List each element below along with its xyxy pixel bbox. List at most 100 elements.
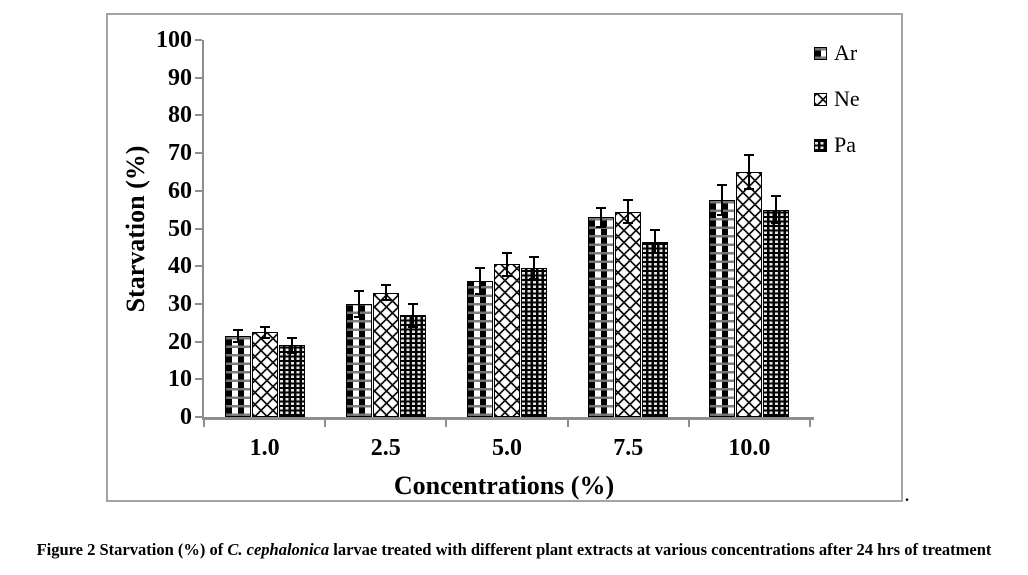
error-cap-bottom (380, 299, 391, 302)
legend-entry-ne: Ne (814, 87, 860, 111)
x-tick (687, 420, 690, 427)
error-cap-top (771, 195, 782, 198)
error-cap-top (650, 229, 661, 232)
legend-entry-ar: Ar (814, 41, 857, 65)
error-bar-ne (627, 200, 630, 223)
error-cap-bottom (771, 221, 782, 224)
legend-swatch-ne-pattern-icon (814, 92, 827, 106)
error-bar-ne (748, 154, 751, 189)
error-cap-bottom (475, 293, 485, 296)
error-cap-bottom (232, 340, 243, 343)
error-cap-top (596, 206, 607, 209)
bar-ne-5.0 (494, 264, 520, 417)
error-cap-top (380, 284, 391, 287)
bar-pa-2.5 (399, 315, 426, 417)
x-tick-label: 2.5 (370, 435, 401, 461)
x-axis-title: Concentrations (%) (393, 471, 615, 500)
bar-pa-5.0 (521, 268, 547, 417)
bar-pa-1.0 (278, 345, 305, 417)
error-cap-bottom (529, 278, 539, 281)
error-cap-top (407, 302, 418, 305)
error-bar-pa (533, 256, 535, 280)
legend-entry-pa: Pa (814, 133, 856, 157)
y-tick (195, 416, 202, 418)
x-tick (566, 420, 569, 427)
error-bar-ar (357, 290, 360, 318)
y-tick (195, 227, 202, 230)
error-bar-ne (384, 285, 387, 301)
y-tick (195, 152, 202, 155)
error-cap-bottom (353, 316, 364, 319)
stray-period-text: . (905, 488, 909, 505)
legend-label-pa: Pa (834, 132, 856, 157)
y-tick (195, 302, 202, 305)
error-cap-bottom (744, 187, 755, 190)
error-bar-ar (600, 207, 603, 227)
caption-suffix: larvae treated with different plant extr… (329, 540, 992, 559)
bar-ar-1.0 (224, 335, 251, 417)
x-axis-line (202, 417, 814, 420)
x-tick (324, 420, 327, 427)
y-tick-label: 100 (156, 27, 192, 53)
error-bar-pa (775, 196, 778, 223)
error-cap-bottom (286, 351, 297, 354)
x-tick (445, 420, 448, 427)
error-bar-pa (290, 337, 293, 353)
bar-ne-2.5 (372, 292, 399, 417)
error-cap-bottom (407, 325, 418, 328)
error-cap-top (717, 184, 728, 187)
legend-swatch-pa-pattern-icon (814, 138, 827, 152)
bar-ne-1.0 (251, 332, 278, 417)
y-tick (195, 378, 202, 381)
bar-ne-7.5 (615, 211, 642, 417)
bar-ar-5.0 (467, 281, 493, 417)
chart-frame: Starvation (%) Concentrations (%) 0 10 20 3… (106, 13, 903, 502)
bar-ar-10.0 (709, 200, 736, 417)
error-cap-top (502, 252, 512, 254)
bar-pa-10.0 (763, 209, 790, 417)
y-tick (195, 76, 202, 79)
caption-prefix: Figure 2 Starvation (%) of (36, 540, 228, 559)
x-tick (809, 420, 811, 427)
error-bar-pa (654, 230, 657, 253)
error-cap-top (623, 199, 634, 202)
bar-ne-10.0 (736, 171, 763, 417)
y-tick (195, 114, 202, 117)
figure-caption: Figure 2 Starvation (%) of C. cephalonic… (0, 540, 1028, 560)
error-bar-ar (236, 330, 239, 342)
error-cap-top (529, 255, 539, 258)
x-tick-label: 5.0 (492, 435, 522, 461)
bar-pa-7.5 (642, 241, 669, 417)
x-tick-label: 10.0 (728, 435, 771, 461)
y-tick-label: 40 (168, 253, 192, 280)
caption-species-name: C. cephalonica (227, 540, 330, 559)
y-tick (195, 39, 202, 41)
error-cap-bottom (717, 214, 728, 217)
error-bar-pa (411, 303, 414, 327)
y-tick (195, 189, 202, 192)
error-bar-ar (479, 268, 481, 295)
y-tick-label: 60 (168, 177, 192, 204)
y-tick-label: 30 (168, 290, 192, 317)
error-cap-top (286, 336, 297, 339)
y-tick-label: 10 (168, 366, 192, 393)
error-bar-ar (721, 185, 724, 216)
error-cap-bottom (596, 225, 607, 228)
y-axis-line (202, 40, 204, 419)
legend-label-ne: Ne (834, 86, 860, 111)
y-tick-label: 90 (168, 64, 192, 91)
error-bar-ne (506, 253, 508, 276)
y-tick-label: 80 (168, 102, 192, 129)
y-tick-label: 0 (180, 404, 192, 430)
y-tick (195, 265, 202, 268)
error-bar-ne (263, 326, 266, 338)
bar-ar-2.5 (345, 303, 372, 417)
x-tick (203, 420, 205, 427)
bar-ar-7.5 (588, 217, 615, 417)
error-cap-bottom (623, 221, 634, 224)
y-tick-label: 50 (168, 215, 192, 242)
x-tick-label: 7.5 (613, 435, 644, 461)
legend-label-ar: Ar (834, 40, 858, 65)
error-cap-bottom (650, 252, 661, 254)
error-cap-top (744, 153, 755, 156)
